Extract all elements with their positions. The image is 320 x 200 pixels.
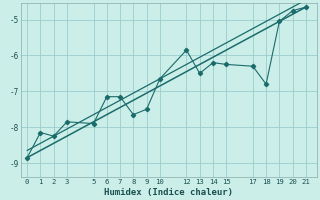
X-axis label: Humidex (Indice chaleur): Humidex (Indice chaleur) <box>104 188 233 197</box>
